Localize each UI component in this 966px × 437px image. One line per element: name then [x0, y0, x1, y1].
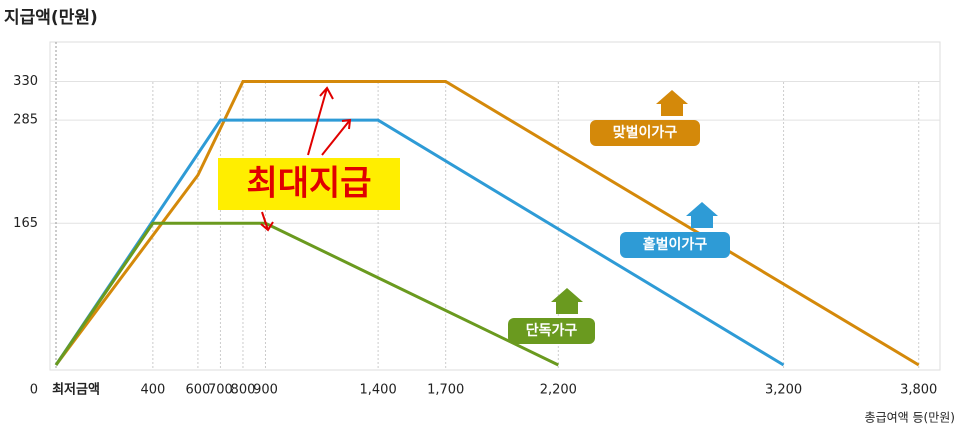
x-axis-label: 총급여액 등(만원): [865, 411, 955, 425]
x-tick-label: 900: [253, 383, 278, 398]
x-tick-label: 800: [231, 383, 256, 398]
legend-label: 맞벌이가구: [613, 124, 678, 141]
x-tick-label: 2,200: [540, 383, 577, 398]
legend-label: 홑벌이가구: [643, 236, 708, 253]
x-tick-label: 400: [140, 383, 165, 398]
plot-frame: [49, 41, 941, 371]
chart-title: 지급액(만원): [4, 8, 98, 28]
x-tick-label: 600: [185, 383, 210, 398]
x-tick-label: 700: [208, 383, 233, 398]
y-tick-label: 285: [13, 113, 38, 128]
x-tick-label: 최저금액: [52, 383, 100, 398]
line: [54, 221, 559, 367]
annotation-box: [218, 158, 400, 210]
y-tick-label: 330: [13, 74, 38, 89]
legend-box: [620, 232, 730, 258]
x-tick-label: 1,400: [360, 383, 397, 398]
legend-label: 단독가구: [526, 322, 578, 339]
annotation: 최대지급: [246, 164, 371, 204]
house-icon: [551, 288, 583, 314]
legend-box: [590, 120, 700, 146]
annotation-group: 최대지급: [218, 86, 400, 232]
legend-box: [508, 318, 595, 344]
house-icon: [656, 90, 688, 116]
line: [54, 80, 920, 367]
x-tick-label: 3,200: [765, 383, 802, 398]
x-tick-label: 3,800: [900, 383, 937, 398]
x-tick-label: 1,700: [427, 383, 464, 398]
y-tick-label: 0: [30, 383, 38, 398]
arrows: [260, 86, 352, 232]
house-icon: [686, 202, 718, 228]
y-tick-label: 165: [13, 216, 38, 231]
